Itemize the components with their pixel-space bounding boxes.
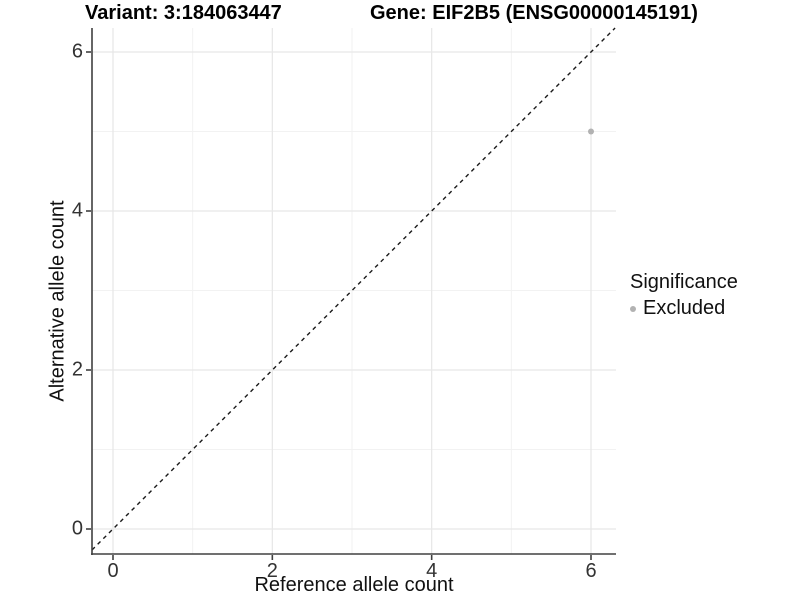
x-tick-label: 4 (426, 560, 438, 582)
x-axis-title: Reference allele count (254, 574, 454, 596)
identity-line (91, 27, 616, 551)
gene-title: Gene: EIF2B5 (ENSG00000145191) (370, 2, 698, 24)
legend-title: Significance (630, 271, 738, 293)
legend: Significance Excluded (630, 271, 738, 320)
x-tick-label: 6 (585, 560, 597, 582)
x-tick-label: 0 (107, 560, 119, 582)
y-tick-label: 0 (71, 517, 83, 540)
legend-item-label: Excluded (643, 297, 726, 319)
y-tick-label: 2 (71, 358, 83, 381)
legend-key-dot-icon (630, 305, 636, 312)
data-point (588, 128, 595, 135)
x-tick-label: 2 (266, 560, 278, 582)
y-axis-title: Alternative allele count (46, 200, 69, 402)
y-tick-label: 6 (71, 40, 83, 63)
variant-title: Variant: 3:184063447 (85, 2, 282, 24)
y-tick-label: 4 (71, 199, 83, 222)
legend-item-excluded: Excluded (630, 297, 738, 320)
